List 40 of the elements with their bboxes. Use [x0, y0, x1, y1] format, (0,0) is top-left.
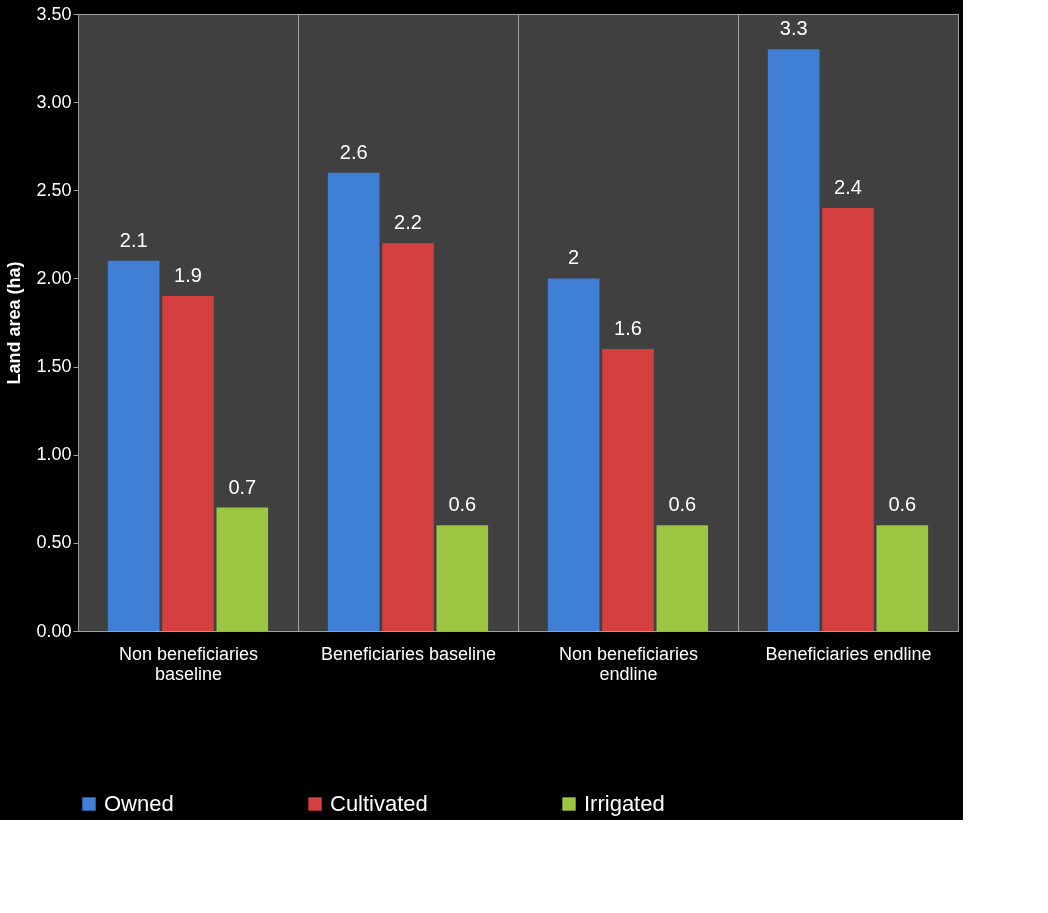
- bar: [436, 525, 489, 631]
- bar: [327, 172, 380, 631]
- legend-label: Irrigated: [584, 791, 665, 816]
- data-label: 3.3: [779, 17, 808, 40]
- x-tick-label: Beneficiaries endline: [765, 643, 932, 664]
- y-tick-label: 3.50: [36, 3, 72, 24]
- y-tick-label: 1.00: [36, 444, 72, 465]
- bar: [547, 278, 600, 631]
- bar: [876, 525, 929, 631]
- data-label: 2: [568, 246, 580, 269]
- bar: [602, 348, 654, 631]
- x-tick-label: Non beneficiaries baseline: [118, 643, 259, 684]
- y-axis-title: Land area (ha): [4, 261, 25, 385]
- x-tick-label: Non beneficiaries endline: [558, 643, 699, 684]
- legend-label: Owned: [104, 791, 174, 816]
- bar: [162, 296, 214, 631]
- y-tick-label: 3.00: [36, 91, 72, 112]
- data-label: 2.4: [834, 175, 862, 198]
- data-label: 0.6: [888, 493, 917, 516]
- y-tick-label: 2.00: [36, 267, 72, 288]
- data-label: 1.9: [174, 264, 202, 287]
- bar: [767, 49, 820, 631]
- bar: [216, 507, 269, 631]
- data-label: 0.6: [448, 493, 477, 516]
- y-tick-label: 1.50: [36, 356, 72, 377]
- data-label: 2.6: [339, 140, 368, 163]
- y-tick-label: 0.50: [36, 532, 72, 553]
- bar: [656, 525, 709, 631]
- data-label: 0.6: [668, 493, 697, 516]
- bar: [107, 260, 160, 631]
- data-label: 1.6: [614, 316, 642, 339]
- y-tick-label: 0.00: [36, 620, 72, 641]
- data-label: 0.7: [228, 475, 257, 498]
- legend-label: Cultivated: [330, 791, 428, 816]
- bar: [382, 243, 434, 631]
- data-label: 2.2: [394, 211, 422, 234]
- bar: [822, 207, 874, 631]
- y-tick-label: 2.50: [36, 179, 72, 200]
- data-label: 2.1: [119, 228, 148, 251]
- x-tick-label: Beneficiaries baseline: [320, 643, 497, 664]
